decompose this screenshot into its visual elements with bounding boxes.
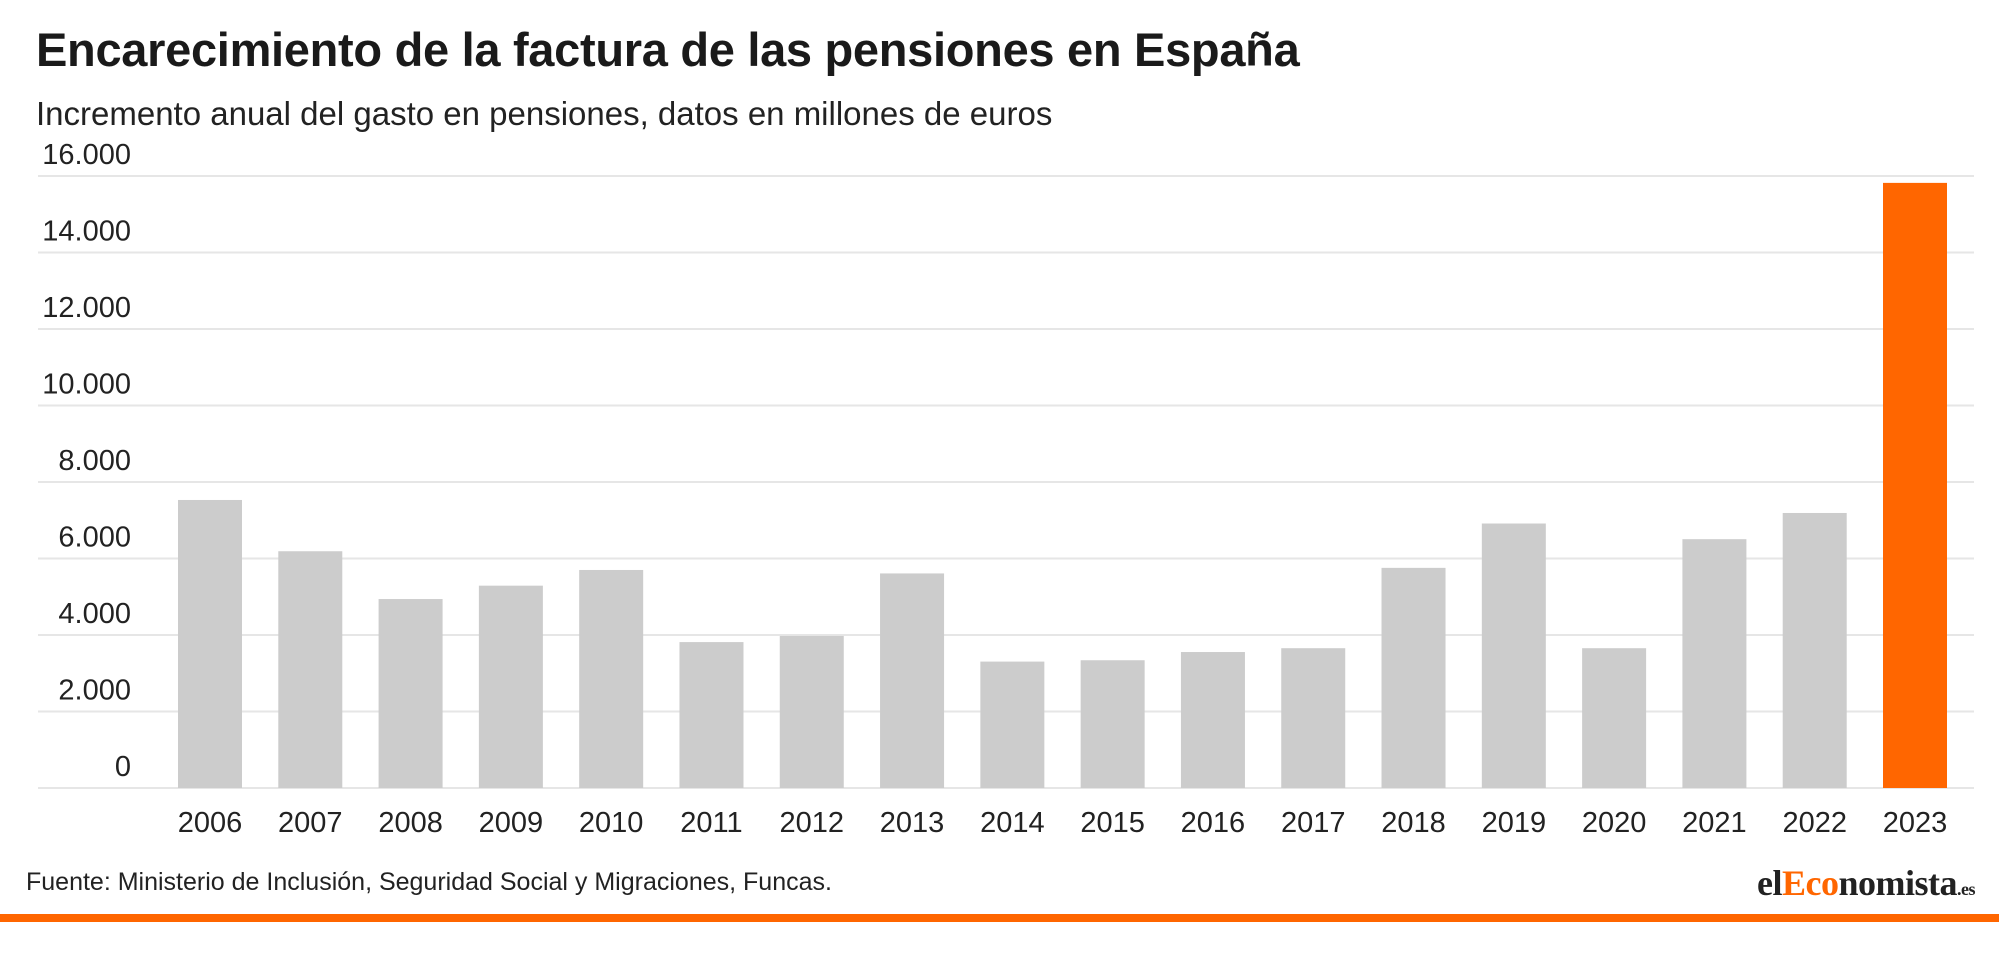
y-tick-label: 14.000 bbox=[42, 216, 131, 248]
source-note: Fuente: Ministerio de Inclusión, Segurid… bbox=[26, 868, 832, 896]
y-tick-label: 8.000 bbox=[58, 445, 131, 477]
bar-2021 bbox=[1682, 539, 1747, 788]
x-tick-label: 2016 bbox=[1181, 807, 1246, 839]
bar-2010 bbox=[579, 569, 644, 788]
bar-2022 bbox=[1782, 512, 1847, 788]
bar-2009 bbox=[478, 585, 543, 788]
chart-subtitle: Incremento anual del gasto en pensiones,… bbox=[36, 95, 1053, 132]
bar-2014 bbox=[980, 661, 1045, 788]
bar-2017 bbox=[1281, 648, 1346, 788]
bar-2015 bbox=[1080, 660, 1145, 788]
x-tick-label: 2019 bbox=[1482, 807, 1547, 839]
accent-bar bbox=[0, 914, 1999, 922]
y-tick-label: 16.000 bbox=[42, 139, 131, 171]
x-tick-label: 2013 bbox=[880, 807, 945, 839]
bar-2012 bbox=[779, 635, 844, 788]
y-tick-label: 2.000 bbox=[58, 675, 131, 707]
x-tick-label: 2018 bbox=[1381, 807, 1446, 839]
chart-title: Encarecimiento de la factura de las pens… bbox=[36, 23, 1300, 76]
x-tick-label: 2023 bbox=[1883, 807, 1948, 839]
bar-2013 bbox=[880, 573, 945, 788]
y-tick-label: 0 bbox=[115, 751, 131, 783]
x-axis-labels: 2006 2007 2008 2009 2010 2011 2012 2013 2014 2015… bbox=[178, 807, 1948, 839]
y-tick-label: 4.000 bbox=[58, 598, 131, 630]
x-tick-label: 2020 bbox=[1582, 807, 1647, 839]
bar-2011 bbox=[679, 642, 744, 788]
bar-2007 bbox=[278, 551, 343, 788]
bar-2019 bbox=[1481, 523, 1546, 788]
y-tick-label: 6.000 bbox=[58, 522, 131, 554]
bar-2016 bbox=[1180, 652, 1245, 788]
bar-2020 bbox=[1582, 648, 1647, 788]
x-tick-label: 2015 bbox=[1080, 807, 1145, 839]
bars bbox=[178, 182, 1947, 788]
x-tick-label: 2007 bbox=[278, 807, 343, 839]
x-tick-label: 2010 bbox=[579, 807, 644, 839]
bar-2023 bbox=[1883, 182, 1947, 788]
brand-logo: elEconomista.es bbox=[1757, 863, 1976, 903]
bar-2008 bbox=[378, 599, 443, 788]
bar-2018 bbox=[1381, 567, 1446, 788]
x-tick-label: 2012 bbox=[780, 807, 845, 839]
gridlines bbox=[38, 175, 1974, 789]
bar-chart: 0 2.000 4.000 6.000 8.000 10.000 12.000 14.000 1… bbox=[38, 139, 1974, 839]
y-tick-label: 10.000 bbox=[42, 369, 131, 401]
x-tick-label: 2017 bbox=[1281, 807, 1346, 839]
x-tick-label: 2008 bbox=[378, 807, 443, 839]
y-axis-labels: 0 2.000 4.000 6.000 8.000 10.000 12.000 14.000 1… bbox=[42, 139, 131, 783]
x-tick-label: 2021 bbox=[1682, 807, 1747, 839]
x-tick-label: 2011 bbox=[680, 807, 742, 839]
x-tick-label: 2006 bbox=[178, 807, 243, 839]
x-tick-label: 2022 bbox=[1782, 807, 1847, 839]
y-tick-label: 12.000 bbox=[42, 292, 131, 324]
bar-2006 bbox=[178, 499, 242, 788]
x-tick-label: 2009 bbox=[479, 807, 544, 839]
x-tick-label: 2014 bbox=[980, 807, 1045, 839]
